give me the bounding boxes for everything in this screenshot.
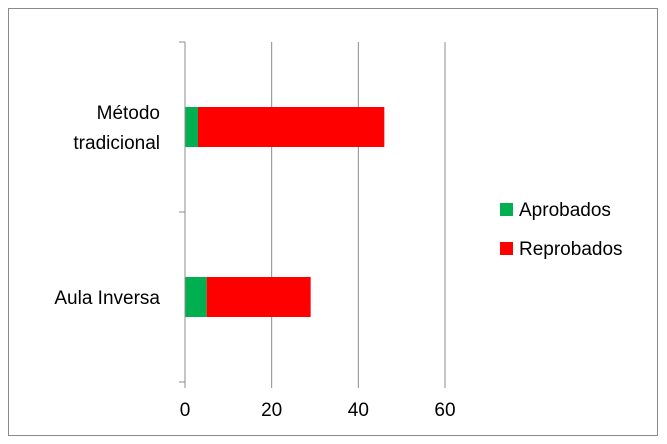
legend-swatch xyxy=(500,203,513,216)
gridlines xyxy=(271,42,446,382)
category-labels: Método tradicional Aula Inversa xyxy=(54,103,160,309)
legend-label: Reprobados xyxy=(519,239,623,260)
chart-frame xyxy=(8,8,658,436)
bars xyxy=(185,107,385,317)
axes xyxy=(179,41,446,388)
bar-aprobados xyxy=(185,277,207,317)
category-label: Método xyxy=(97,103,160,124)
x-tick-label: 40 xyxy=(348,400,369,421)
x-tick-label: 0 xyxy=(180,400,191,421)
x-tick-labels: 0 20 40 60 xyxy=(180,400,456,421)
bar-aprobados xyxy=(185,107,198,147)
bar-reprobados xyxy=(206,277,311,317)
legend-swatch xyxy=(500,242,513,255)
legend-label: Aprobados xyxy=(519,200,611,221)
bar-reprobados xyxy=(198,107,385,147)
legend: Aprobados Reprobados xyxy=(500,200,623,260)
category-label: tradicional xyxy=(73,133,160,154)
x-tick-label: 20 xyxy=(261,400,282,421)
category-label: Aula Inversa xyxy=(54,288,160,309)
x-tick-label: 60 xyxy=(434,400,455,421)
